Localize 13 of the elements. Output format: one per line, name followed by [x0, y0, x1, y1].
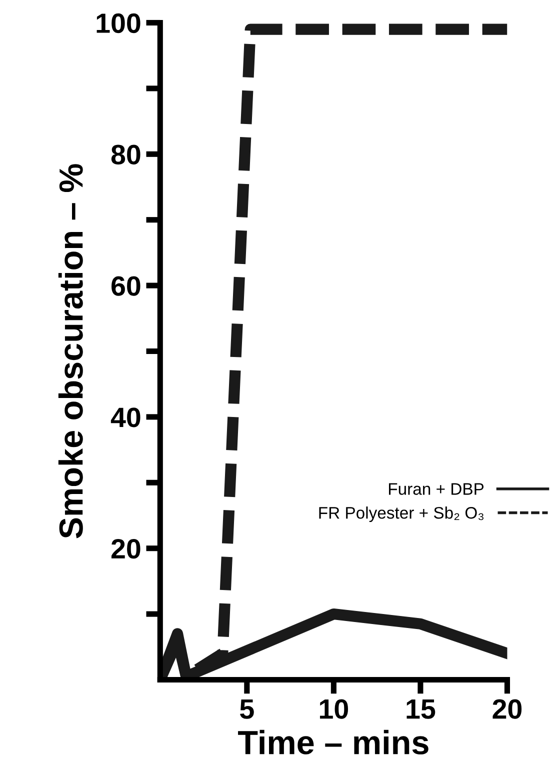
legend-label: FR Polyester + Sb₂ O₃: [319, 506, 484, 522]
x-axis-title: Time – mins: [238, 730, 428, 754]
y-tick-label: 80: [111, 144, 140, 164]
x-tick-label: 10: [320, 699, 348, 719]
y-tick-label: 60: [112, 276, 140, 296]
y-axis-title: Smoke obscuration – %: [58, 164, 83, 538]
x-tick-label: 20: [492, 699, 522, 719]
y-tick-label: 40: [110, 408, 140, 428]
y-tick-label: 100: [96, 13, 140, 34]
x-tick-label: 5: [240, 700, 254, 719]
x-tick-label: 15: [406, 700, 436, 719]
y-tick-label: 20: [111, 539, 140, 559]
legend-label: Furan + DBP: [388, 483, 484, 495]
